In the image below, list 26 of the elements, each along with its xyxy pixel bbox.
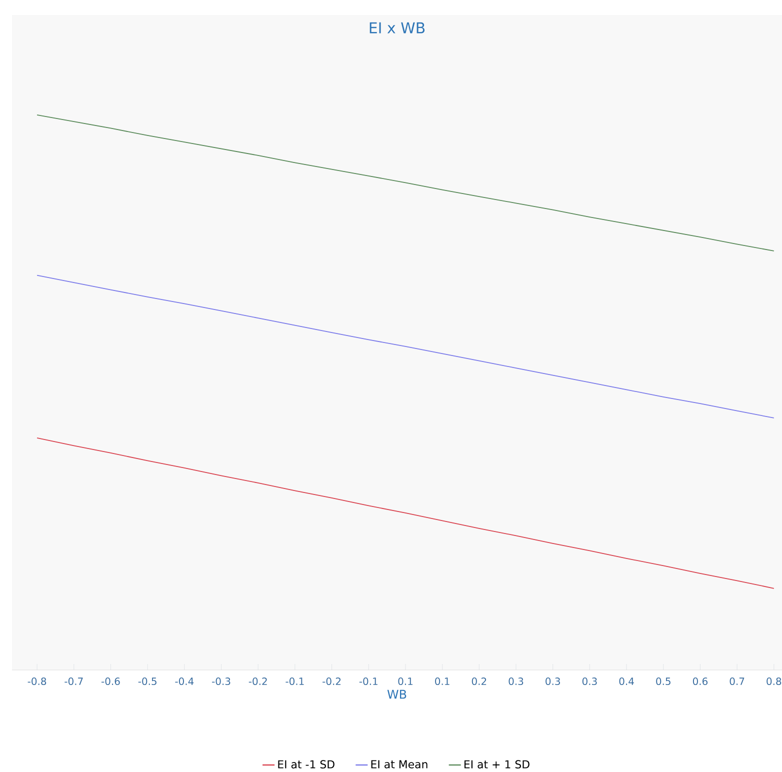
x-tick-label: 0.7 <box>730 678 744 686</box>
chart-title: EI x WB <box>370 22 425 34</box>
x-tick-label: 0.4 <box>619 678 634 686</box>
x-tick-label: 0.3 <box>546 678 560 686</box>
x-tick-label: 0.3 <box>582 678 597 686</box>
x-tick-label: -0.8 <box>28 678 46 686</box>
x-tick-label: 0.6 <box>692 678 708 686</box>
legend-label: EI at + 1 SD <box>464 760 530 768</box>
x-tick-label: 0.8 <box>766 678 782 686</box>
x-tick-label: -0.6 <box>102 678 120 686</box>
x-tick-label: -0.1 <box>359 678 378 686</box>
x-tick-label: -0.2 <box>322 678 341 686</box>
x-tick-label: 0.1 <box>398 678 412 686</box>
x-tick-label: -0.7 <box>64 678 83 686</box>
x-tick-label: -0.1 <box>286 678 304 686</box>
legend-label: EI at Mean <box>371 760 428 768</box>
x-axis-title: WB <box>387 690 406 699</box>
x-tick-label: -0.3 <box>212 678 230 686</box>
x-tick-label: 0.2 <box>472 678 486 686</box>
x-tick-label: 0.1 <box>435 678 450 686</box>
x-tick-label: 0.3 <box>508 678 524 686</box>
legend-label: EI at -1 SD <box>278 760 334 768</box>
x-tick-label: -0.5 <box>138 678 156 686</box>
x-tick-label: 0.5 <box>656 678 670 686</box>
x-tick-label: -0.2 <box>248 678 267 686</box>
x-tick-label: -0.4 <box>175 678 194 686</box>
